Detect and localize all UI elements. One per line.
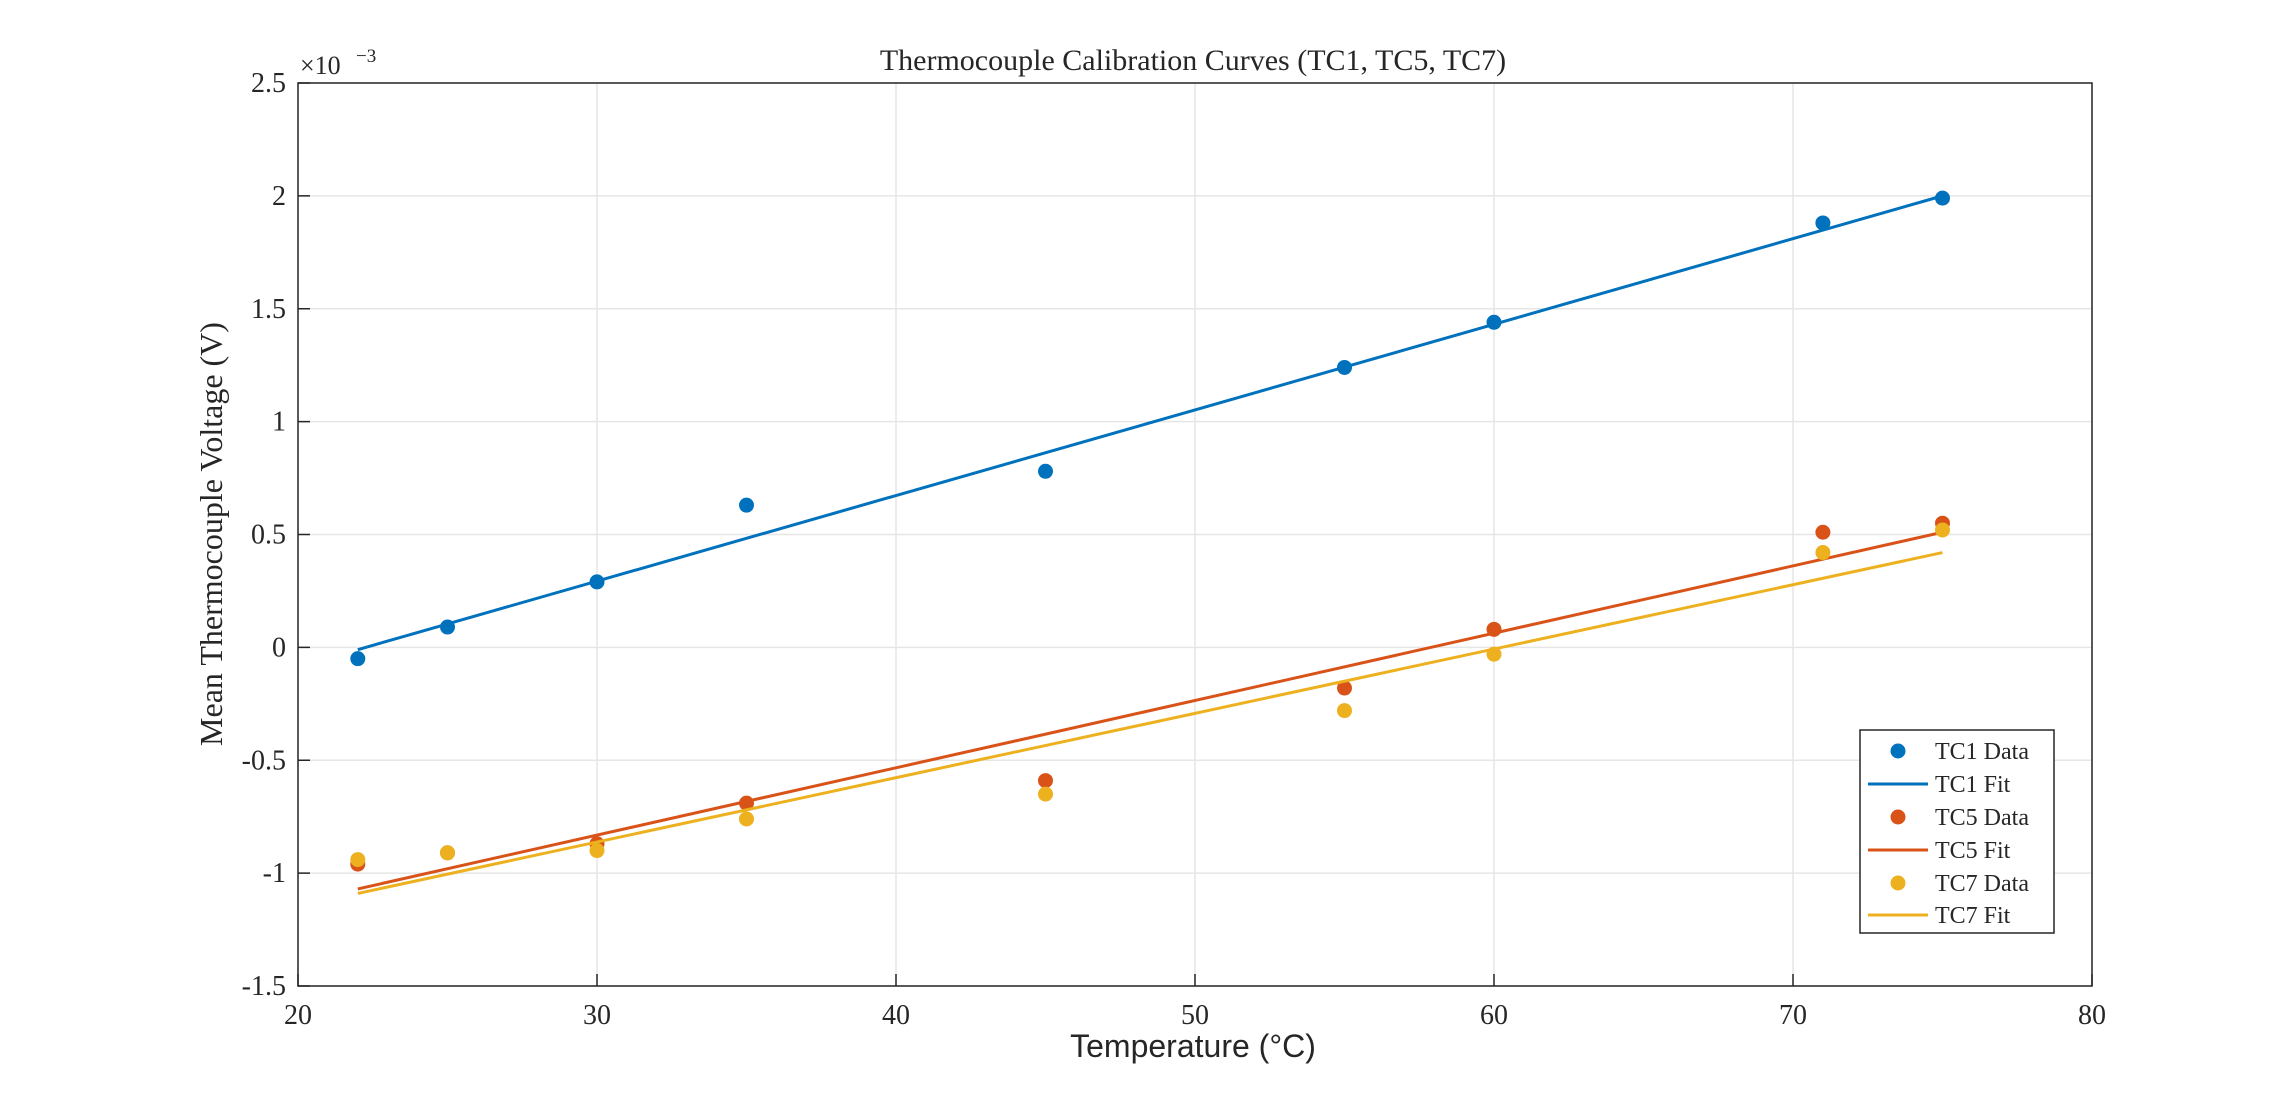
y-exponent-label: ×10 −3	[300, 46, 376, 80]
legend-marker-tc7-data	[1890, 875, 1906, 891]
legend: TC1 Data TC1 Fit TC5 Data TC5 Fit TC7 Da…	[1859, 729, 2055, 934]
x-tick-label: 60	[1480, 1000, 1508, 1031]
x-tick-label: 30	[583, 1000, 611, 1031]
legend-label-tc5-data: TC5 Data	[1935, 805, 2029, 831]
series-tc7-fit	[357, 551, 1943, 895]
y-exponent-power: −3	[356, 46, 376, 67]
data-point-tc5-data	[1337, 680, 1352, 696]
y-tick-label: -0.5	[242, 745, 286, 776]
data-point-tc7-data	[440, 845, 455, 861]
data-point-tc7-data	[739, 811, 754, 827]
data-point-tc1-data	[739, 497, 754, 513]
legend-label-tc7-fit: TC7 Fit	[1935, 903, 2011, 929]
legend-label-tc7-data: TC7 Data	[1935, 871, 2029, 897]
y-exponent-base: ×10	[300, 51, 341, 80]
y-tick-label: 2.5	[251, 68, 286, 99]
x-tick-label: 70	[1779, 1000, 1807, 1031]
data-point-tc7-data	[350, 852, 366, 868]
x-axis-label: Temperature (°C)	[1070, 1028, 1316, 1064]
data-point-tc7-data	[589, 843, 605, 859]
data-point-tc5-data	[1038, 773, 1053, 789]
grid	[297, 82, 2093, 987]
y-tick-label: 0.5	[251, 520, 286, 551]
fit-line-tc1-fit	[357, 194, 1943, 652]
data-point-tc1-data	[1038, 463, 1053, 479]
data-point-tc7-data	[1337, 703, 1352, 719]
fit-line-tc7-fit	[357, 551, 1943, 895]
data-point-tc7-data	[1815, 545, 1831, 561]
series-tc5-data	[350, 515, 1950, 872]
legend-label-tc1-data: TC1 Data	[1935, 739, 2029, 765]
data-point-tc1-data	[350, 651, 366, 667]
y-tick-label: -1.5	[242, 971, 286, 1002]
chart-title: Thermocouple Calibration Curves (TC1, TC…	[880, 44, 1506, 77]
x-tick-label: 80	[2078, 1000, 2106, 1031]
series-layer	[350, 190, 1950, 895]
data-point-tc1-data	[1935, 190, 1950, 206]
y-tick-label: -1	[263, 858, 286, 889]
data-point-tc1-data	[1815, 215, 1831, 231]
y-tick-label: 1.5	[251, 294, 286, 325]
legend-label-tc1-fit: TC1 Fit	[1935, 772, 2011, 798]
y-tick-label: 0	[272, 632, 286, 663]
data-point-tc5-data	[1815, 524, 1831, 540]
fit-line-tc5-fit	[357, 530, 1943, 891]
y-tick-label: 1	[272, 407, 286, 438]
data-point-tc7-data	[1038, 786, 1053, 802]
legend-label-tc5-fit: TC5 Fit	[1935, 838, 2011, 864]
series-tc1-data	[350, 190, 1950, 667]
series-tc5-fit	[357, 530, 1943, 891]
series-tc1-fit	[357, 194, 1943, 652]
legend-box	[1859, 729, 2055, 934]
y-tick-label: 2	[272, 181, 286, 212]
legend-marker-tc5-data	[1890, 809, 1906, 825]
data-point-tc7-data	[1935, 522, 1950, 538]
x-tick-label: 40	[882, 1000, 910, 1031]
axis-ticks: 20 30 40 50 60 70 80 -1.5 -1 -0.5 0 0.5 1 1.5 2 2.5	[242, 68, 2106, 1031]
legend-marker-tc1-data	[1890, 743, 1906, 759]
series-tc7-data	[350, 522, 1950, 868]
x-tick-label: 20	[284, 1000, 312, 1031]
x-tick-label: 50	[1181, 1000, 1209, 1031]
y-axis-label: Mean Thermocouple Voltage (V)	[193, 322, 229, 746]
